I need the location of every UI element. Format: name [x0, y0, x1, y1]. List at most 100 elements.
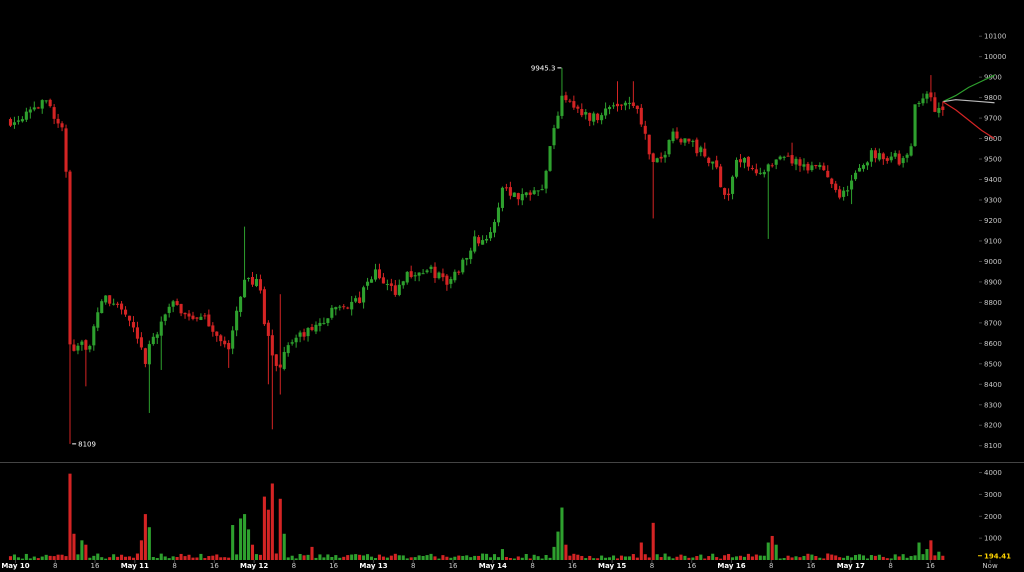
- candle-body[interactable]: [877, 153, 881, 160]
- candle-body[interactable]: [40, 100, 44, 109]
- candle-body[interactable]: [330, 307, 334, 318]
- candle-body[interactable]: [175, 301, 179, 306]
- candle-body[interactable]: [937, 108, 941, 113]
- candle-body[interactable]: [822, 165, 826, 171]
- candle-body[interactable]: [8, 119, 13, 126]
- candle-body[interactable]: [405, 271, 409, 283]
- volume-bar[interactable]: [409, 557, 413, 560]
- volume-bar[interactable]: [246, 529, 251, 560]
- candle-body[interactable]: [881, 153, 885, 160]
- candle-body[interactable]: [572, 101, 576, 108]
- candle-body[interactable]: [167, 306, 171, 313]
- volume-bar[interactable]: [326, 554, 330, 560]
- volume-bar[interactable]: [786, 555, 790, 560]
- candle-body[interactable]: [60, 123, 64, 128]
- volume-bar[interactable]: [282, 533, 286, 560]
- candle-body[interactable]: [96, 312, 100, 328]
- candle-body[interactable]: [362, 287, 366, 303]
- candle-body[interactable]: [695, 139, 699, 154]
- volume-panel[interactable]: [8, 473, 945, 560]
- volume-bar[interactable]: [727, 553, 731, 560]
- volume-bar[interactable]: [143, 514, 147, 560]
- candle-body[interactable]: [536, 190, 540, 192]
- volume-bar[interactable]: [822, 558, 826, 560]
- candle-body[interactable]: [159, 321, 163, 336]
- volume-bar[interactable]: [826, 553, 830, 560]
- volume-bar[interactable]: [635, 557, 639, 560]
- volume-bar[interactable]: [362, 555, 366, 560]
- volume-bar[interactable]: [611, 555, 616, 560]
- candle-body[interactable]: [433, 266, 437, 279]
- volume-bar[interactable]: [723, 555, 727, 560]
- volume-bar[interactable]: [897, 556, 901, 560]
- volume-bar[interactable]: [262, 496, 266, 560]
- candle-body[interactable]: [84, 340, 88, 350]
- candle-body[interactable]: [596, 113, 600, 121]
- volume-bar[interactable]: [457, 555, 461, 560]
- candle-body[interactable]: [36, 107, 40, 109]
- volume-bar[interactable]: [369, 556, 374, 560]
- volume-bar[interactable]: [155, 558, 159, 560]
- volume-bar[interactable]: [123, 556, 128, 560]
- candle-body[interactable]: [766, 164, 770, 172]
- volume-bar[interactable]: [715, 557, 719, 560]
- volume-bar[interactable]: [306, 554, 310, 560]
- volume-bar[interactable]: [298, 553, 302, 560]
- volume-bar[interactable]: [429, 553, 433, 560]
- volume-bar[interactable]: [877, 554, 881, 560]
- candle-body[interactable]: [366, 281, 370, 286]
- candle-body[interactable]: [163, 314, 167, 321]
- candle-body[interactable]: [508, 187, 512, 196]
- candle-body[interactable]: [770, 165, 774, 167]
- candle-body[interactable]: [48, 99, 52, 107]
- candle-body[interactable]: [838, 189, 842, 198]
- volume-bar[interactable]: [342, 556, 346, 560]
- volume-bar[interactable]: [84, 544, 88, 560]
- candle-body[interactable]: [274, 354, 278, 366]
- candle-body[interactable]: [830, 178, 834, 185]
- candle-body[interactable]: [235, 310, 239, 331]
- candle-body[interactable]: [556, 115, 560, 129]
- volume-bar[interactable]: [358, 554, 362, 560]
- volume-bar[interactable]: [211, 555, 215, 560]
- volume-bar[interactable]: [532, 554, 536, 560]
- volume-bar[interactable]: [750, 556, 754, 560]
- candle-body[interactable]: [401, 281, 405, 286]
- volume-bar[interactable]: [413, 557, 417, 560]
- volume-bar[interactable]: [92, 555, 96, 560]
- candle-body[interactable]: [437, 272, 441, 279]
- candle-body[interactable]: [127, 315, 132, 321]
- candle-body[interactable]: [239, 296, 243, 312]
- candle-body[interactable]: [687, 138, 691, 142]
- candle-body[interactable]: [445, 275, 449, 285]
- volume-bar[interactable]: [250, 544, 255, 560]
- candle-body[interactable]: [488, 232, 493, 239]
- candle-body[interactable]: [116, 303, 120, 305]
- candle-body[interactable]: [139, 337, 143, 348]
- volume-bar[interactable]: [671, 558, 675, 560]
- candle-body[interactable]: [151, 336, 155, 345]
- volume-bar[interactable]: [520, 557, 524, 560]
- volume-bar[interactable]: [746, 553, 750, 560]
- volume-bar[interactable]: [112, 554, 116, 560]
- volume-bar[interactable]: [56, 554, 60, 560]
- candle-body[interactable]: [627, 102, 631, 104]
- volume-bar[interactable]: [699, 554, 703, 560]
- volume-bar[interactable]: [500, 549, 504, 560]
- candle-body[interactable]: [592, 113, 596, 122]
- candle-body[interactable]: [762, 171, 766, 175]
- candle-body[interactable]: [72, 344, 76, 351]
- volume-bar[interactable]: [322, 557, 326, 560]
- candle-body[interactable]: [429, 266, 433, 269]
- candle-body[interactable]: [246, 277, 251, 279]
- candle-body[interactable]: [294, 337, 298, 343]
- volume-bar[interactable]: [548, 557, 552, 560]
- volume-bar[interactable]: [28, 558, 32, 560]
- volume-bar[interactable]: [219, 557, 223, 560]
- candle-body[interactable]: [897, 153, 901, 165]
- volume-bar[interactable]: [695, 556, 699, 560]
- volume-bar[interactable]: [885, 558, 889, 560]
- volume-bar[interactable]: [929, 540, 933, 560]
- candle-body[interactable]: [639, 107, 643, 125]
- candle-body[interactable]: [211, 325, 215, 332]
